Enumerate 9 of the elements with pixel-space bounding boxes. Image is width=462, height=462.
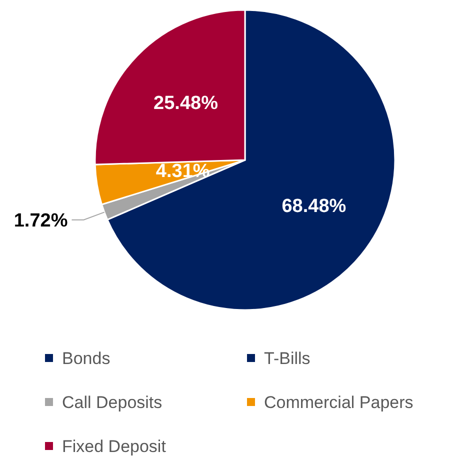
data-label: 1.72%: [14, 210, 68, 232]
legend-label: Fixed Deposit: [62, 436, 166, 456]
legend-label: Call Deposits: [62, 392, 162, 412]
data-label: 68.48%: [282, 196, 346, 217]
legend-label: Commercial Papers: [264, 392, 414, 412]
legend-label: Bonds: [62, 348, 110, 368]
data-label: 4.31%: [156, 161, 210, 182]
data-label: 25.48%: [154, 93, 218, 114]
legend-label: T-Bills: [264, 348, 310, 368]
